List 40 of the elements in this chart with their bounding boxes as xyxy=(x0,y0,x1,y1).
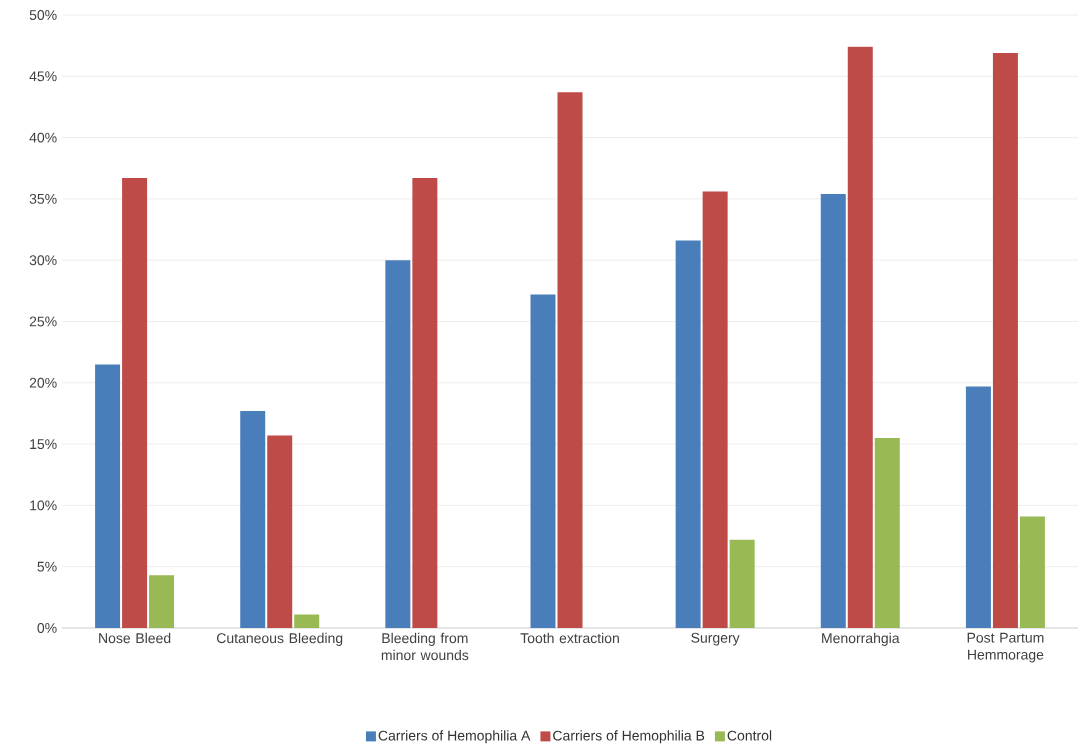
bar xyxy=(267,435,293,628)
y-tick-label: 20% xyxy=(29,377,57,388)
y-tick-label: 30% xyxy=(29,255,57,266)
bar xyxy=(874,437,900,628)
bar xyxy=(992,53,1018,628)
bar xyxy=(149,575,175,628)
y-tick-label: 45% xyxy=(29,71,57,82)
bar xyxy=(729,539,755,628)
bar xyxy=(294,614,320,628)
y-tick-label: 0% xyxy=(37,623,57,633)
bar xyxy=(702,191,728,628)
bar xyxy=(557,92,583,628)
bar xyxy=(965,386,991,628)
y-tick-label: 40% xyxy=(29,132,57,143)
bar xyxy=(847,46,873,628)
y-tick-label: 25% xyxy=(29,316,57,327)
y-tick-label: 10% xyxy=(30,500,57,511)
bar xyxy=(95,364,121,628)
x-tick-label: Bleeding from minor wounds xyxy=(381,632,469,661)
bar xyxy=(240,410,266,628)
bar xyxy=(385,260,411,628)
y-tick-label: 50% xyxy=(29,10,57,20)
bar xyxy=(820,193,846,628)
legend-label: Carriers of Hemophilia B xyxy=(553,730,705,744)
bar xyxy=(1019,516,1045,628)
x-tick-label: Surgery xyxy=(691,632,740,646)
legend-label: Carriers of Hemophilia A xyxy=(378,730,531,744)
legend-label: Control xyxy=(727,730,772,741)
x-tick-label: Menorrahgia xyxy=(822,632,900,646)
x-tick-label: Tooth extraction xyxy=(520,632,619,644)
bar xyxy=(122,178,148,628)
bar xyxy=(675,240,701,628)
x-tick-label: Post Partum Hemmorage xyxy=(967,632,1044,663)
y-tick-label: 5% xyxy=(37,561,57,572)
bar xyxy=(412,178,438,628)
bar xyxy=(530,294,556,628)
y-tick-label: 35% xyxy=(29,193,57,204)
y-tick-label: 15% xyxy=(30,439,57,450)
x-tick-label: Nose Bleed xyxy=(99,632,171,644)
x-tick-label: Cutaneous Bleeding xyxy=(216,632,343,646)
